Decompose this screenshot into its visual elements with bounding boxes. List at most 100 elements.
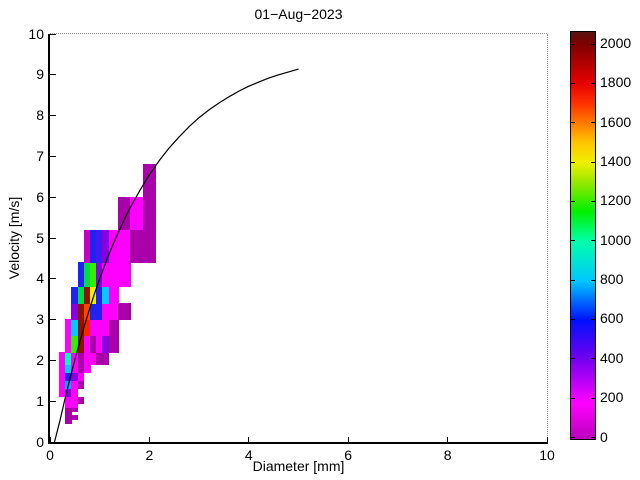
x-axis-label: Diameter [mm] [252,458,345,474]
colorbar-tick [591,240,595,242]
y-axis-line [48,34,50,444]
colorbar-tick [571,358,575,360]
heatmap-cell [90,319,97,337]
colorbar-tick [591,200,595,202]
heatmap-cell [77,351,85,365]
heatmap-cell [90,351,97,365]
plot-top-border [50,33,547,34]
x-axis-tick-label: 4 [244,447,253,463]
x-axis-tick [447,437,449,442]
heatmap-cell [77,335,85,353]
heatmap-cell [83,364,91,373]
colorbar-tick-label: 1200 [600,192,632,209]
heatmap-cell [58,351,66,365]
heatmap-cell [96,302,104,320]
colorbar-tick-label: 1400 [600,153,632,170]
heatmap-cell [71,319,79,337]
heatmap-cell [77,286,85,304]
terminal-velocity-curve [53,68,299,443]
heatmap-cell [71,415,79,420]
y-axis-tick [50,237,56,239]
heatmap-cell [90,302,97,320]
heatmap-cell [65,415,73,420]
heatmap-cell [71,372,79,382]
heatmap-cell [96,286,104,304]
colorbar-tick-label: 600 [600,310,624,327]
heatmap-cell [65,396,73,404]
heatmap-cell [77,262,85,288]
y-axis-tick-label: 10 [28,25,44,42]
y-axis-tick [50,115,56,117]
y-axis-tick [50,400,56,402]
y-axis-tick [50,319,56,321]
colorbar-tick [571,240,575,242]
y-axis-tick-label: 2 [36,351,44,368]
heatmap-cell [71,364,79,373]
heatmap-cell [102,286,110,304]
heatmap-cell [102,262,110,288]
chart-title: 01−Aug−2023 [254,6,343,22]
x-axis-tick [148,437,150,442]
x-axis-tick-label: 6 [344,447,353,463]
colorbar-tick-label: 1800 [600,74,632,91]
colorbar-tick [571,397,575,399]
heatmap-cell [96,262,104,288]
colorbar-tick [591,122,595,124]
heatmap-cell [83,302,91,320]
heatmap-cell [71,396,79,404]
colorbar-tick [571,82,575,84]
colorbar-tick-label: 200 [600,389,624,406]
heatmap-cell [77,372,85,382]
colorbar-tick [591,397,595,399]
heatmap-cell [71,388,79,398]
heatmap-cell [83,229,91,263]
y-axis-tick [50,33,56,35]
heatmap-cell [102,229,110,263]
colorbar-tick [591,437,595,438]
heatmap-cell [108,262,119,288]
heatmap-cell [77,396,85,404]
x-axis-line [48,442,548,444]
heatmap-cell [77,302,85,320]
heatmap-cell [102,319,110,337]
colorbar-tick-label: 1000 [600,231,632,248]
heatmap-cell [65,372,73,382]
y-axis-tick-label: 7 [36,147,44,164]
heatmap-cell [65,351,73,365]
heatmap-cell [96,319,104,337]
colorbar-tick [571,161,575,163]
y-axis-tick-label: 6 [36,188,44,205]
x-axis-tick [248,437,250,442]
heatmap-cell [65,388,73,398]
y-axis-tick-label: 5 [36,229,44,246]
heatmap-cell [71,286,79,304]
y-axis-tick [50,74,56,76]
heatmap-cell [65,364,73,373]
heatmap-cell [118,302,132,320]
y-axis-tick-label: 3 [36,311,44,328]
colorbar-tick [591,279,595,281]
heatmap-cell [58,372,66,382]
colorbar-tick [571,122,575,124]
heatmap-cell [102,351,110,365]
heatmap-cell [90,335,97,353]
heatmap-cell [118,196,132,231]
heatmap-cell [65,335,73,353]
heatmap-cell [71,402,79,408]
x-axis-tick-label: 10 [539,447,555,463]
colorbar-tick [571,318,575,320]
colorbar-tick [591,161,595,163]
x-axis-tick [347,437,349,442]
heatmap-cell [65,402,73,408]
heatmap-cell [58,388,66,398]
colorbar-tick [591,43,595,45]
colorbar-tick-label: 400 [600,349,624,366]
y-axis-tick-label: 9 [36,66,44,83]
heatmap-cell [77,364,85,373]
colorbar-tick [571,43,575,45]
heatmap-cell [102,335,110,353]
y-axis-tick-label: 1 [36,392,44,409]
y-axis-tick [50,278,56,280]
heatmap-cell [77,380,85,390]
heatmap-cell [108,319,119,337]
